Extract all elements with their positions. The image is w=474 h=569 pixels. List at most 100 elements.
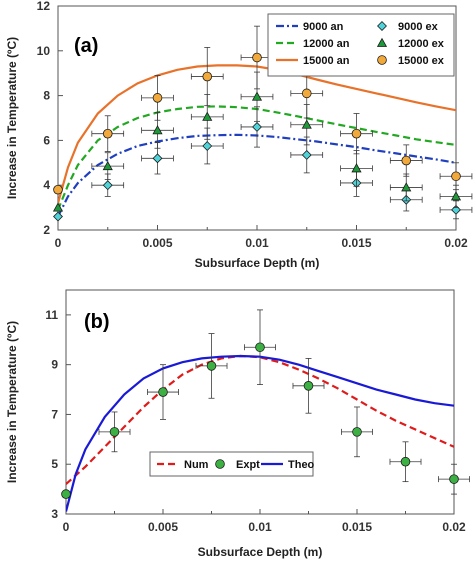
legend: 9000 an 12000 an 15000 an 9000 ex 12000 ex 15…: [267, 13, 455, 77]
data-point: [102, 160, 113, 171]
legend-swatch: [215, 459, 225, 469]
x-tick-label: 0.01: [245, 236, 269, 250]
series-9000-ex: [53, 106, 473, 222]
data-point: [206, 361, 217, 371]
data-point: [52, 202, 64, 212]
data-point: [401, 155, 412, 166]
legend-swatch: [376, 37, 388, 47]
data-point: [152, 125, 163, 135]
data-point: [251, 91, 263, 101]
x-tick-label: 0.01: [248, 520, 272, 534]
data-point: [451, 171, 461, 182]
legend-item: 12000 ex: [376, 37, 445, 50]
data-point: [450, 191, 462, 201]
series-expt: [61, 309, 470, 499]
data-point: [252, 121, 262, 132]
data-point: [401, 182, 412, 192]
x-tick-label: 0: [55, 236, 62, 250]
legend-label: 9000 an: [303, 21, 344, 33]
data-point: [61, 489, 71, 499]
data-point: [451, 204, 461, 215]
legend-swatch: [377, 55, 387, 65]
data-point: [252, 52, 262, 63]
legend-item: Num: [157, 459, 209, 471]
chart-panel-1: 0 0.005 0.01 0.015 0.02 2 4 6 8 10 12 Subsurface De…: [5, 0, 473, 270]
y-tick-label: 2: [43, 223, 50, 237]
series-line: [66, 354, 454, 512]
data-point: [109, 427, 120, 437]
legend-label: Num: [184, 459, 209, 471]
series-line: [58, 64, 456, 204]
legend-label: 15000 an: [303, 55, 350, 67]
data-point: [202, 71, 213, 82]
legend-label: Theo: [288, 459, 315, 471]
legend-frame: [267, 13, 455, 77]
data-point: [303, 381, 314, 391]
legend-item: 15000 ex: [377, 55, 445, 67]
legend: Num Expt Theo: [149, 451, 315, 477]
legend-label: Expt: [236, 459, 260, 471]
x-tick-label: 0.005: [148, 520, 178, 534]
y-tick-label: 4: [43, 178, 50, 192]
x-tick-label: 0.02: [442, 520, 466, 534]
data-point: [449, 474, 459, 484]
data-point: [301, 149, 312, 160]
series-line: [66, 354, 454, 485]
y-tick-label: 5: [51, 457, 58, 471]
legend-item: 12000 an: [276, 38, 350, 50]
x-axis-title: Subsurface Depth (m): [198, 545, 323, 559]
x-tick-label: 0.015: [341, 236, 371, 250]
legend-item: 15000 an: [276, 55, 350, 67]
y-tick-label: 6: [43, 133, 50, 147]
series-line: [58, 133, 456, 218]
panel-label: (a): [74, 35, 98, 57]
series-num: [66, 354, 454, 485]
series-9000-an: [58, 133, 456, 218]
data-point: [53, 184, 63, 195]
y-tick-label: 8: [43, 89, 50, 103]
data-point: [351, 128, 362, 139]
data-point: [202, 111, 213, 121]
series-theo: [66, 354, 454, 512]
data-point: [202, 141, 213, 151]
x-tick-label: 0: [63, 520, 70, 534]
legend-item: Theo: [261, 459, 315, 471]
panel-label: (b): [84, 311, 110, 333]
y-axis-title: Increase in Temperature (ºC): [5, 321, 19, 483]
legend-item: 9000 ex: [377, 21, 439, 33]
legend-label: 12000 an: [303, 38, 350, 50]
x-tick-label: 0.02: [444, 236, 468, 250]
x-tick-label: 0.005: [142, 236, 172, 250]
data-point: [352, 427, 362, 437]
data-point: [400, 456, 411, 467]
data-point: [158, 387, 168, 397]
series-15000-ex: [53, 25, 473, 195]
x-axis-title: Subsurface Depth (m): [195, 256, 320, 270]
y-tick-label: 12: [37, 0, 51, 13]
legend-frame: [149, 451, 314, 477]
chart-panel-2: 0 0.005 0.01 0.015 0.02 3 5 7 9 11 Subsurface Dept…: [5, 289, 470, 559]
legend-item: 9000 an: [276, 21, 344, 33]
legend-item: Expt: [215, 459, 260, 471]
data-point: [152, 153, 163, 164]
data-point: [53, 211, 63, 222]
y-tick-label: 10: [37, 44, 51, 58]
y-axis-title: Increase in Temperature (ºC): [5, 37, 19, 199]
series-15000-an: [58, 64, 456, 204]
y-tick-label: 11: [45, 308, 58, 322]
data-point: [255, 342, 265, 353]
data-point: [152, 93, 163, 103]
y-tick-label: 7: [51, 407, 58, 421]
legend-swatch: [377, 21, 387, 31]
data-point: [301, 88, 312, 99]
data-point: [301, 119, 312, 129]
data-point: [102, 180, 113, 191]
data-point: [351, 163, 362, 173]
legend-label: 12000 ex: [398, 38, 445, 50]
y-tick-label: 9: [51, 358, 58, 372]
legend-label: 15000 ex: [398, 55, 445, 67]
data-point: [102, 128, 113, 139]
legend-label: 9000 ex: [398, 21, 439, 33]
